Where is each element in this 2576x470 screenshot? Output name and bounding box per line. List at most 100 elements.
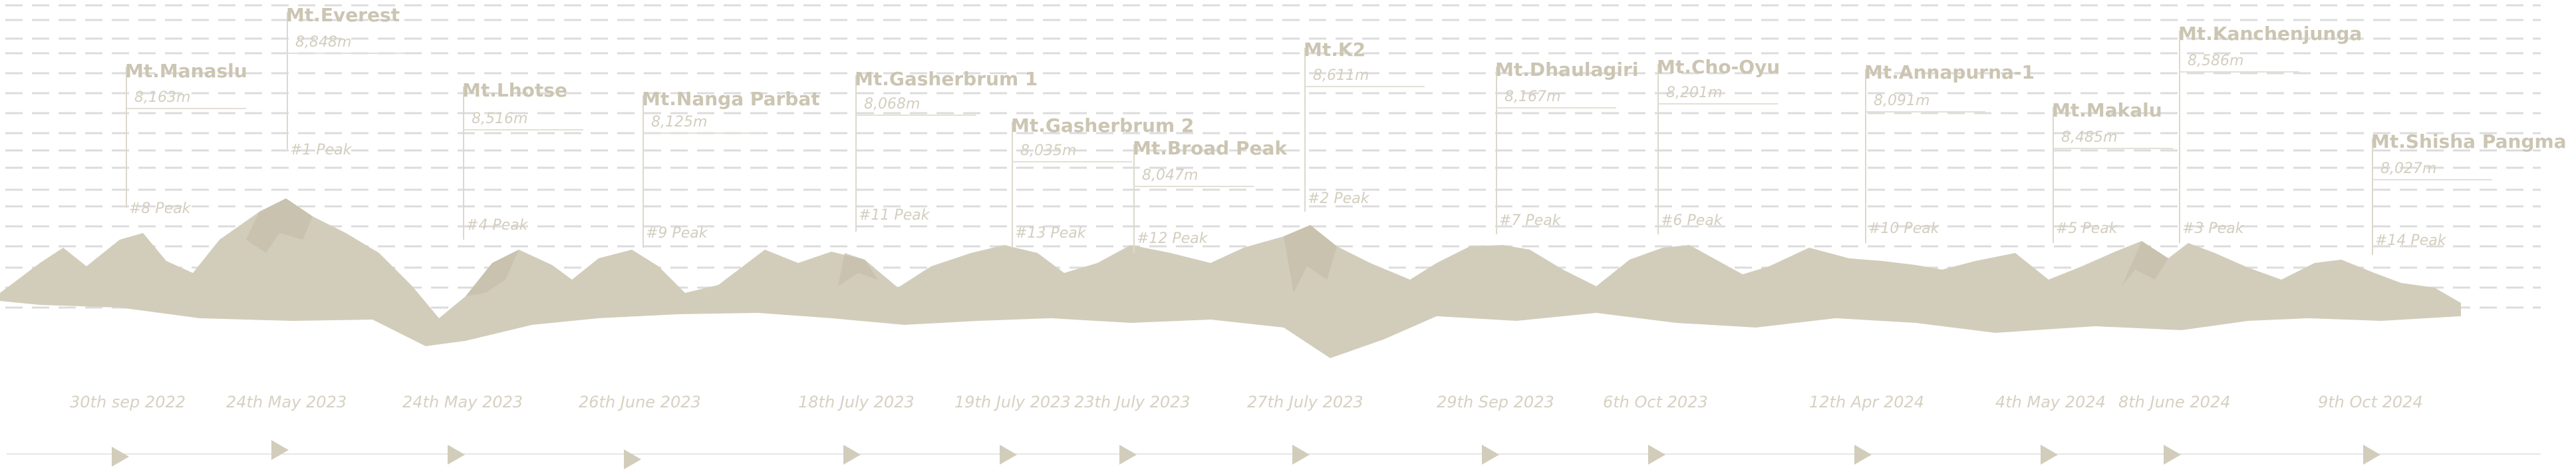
summit-height: 8,125m [651, 114, 707, 130]
summit-rank: #5 Peak [2056, 220, 2118, 237]
summit-label-6: Mt.Gasherbrum 2 8,035m #13 Peak [1011, 115, 1194, 248]
timeline-entry-2: 24th May 2023 [226, 393, 347, 460]
timeline-entry-8: 27th July 2023 [1247, 393, 1363, 465]
summit-rank: #8 Peak [129, 200, 192, 217]
summit-name: Mt.Gasherbrum 2 [1011, 115, 1194, 136]
summit-height: 8,091m [1874, 93, 1930, 109]
summit-rank: #4 Peak [466, 217, 529, 234]
mountain-range-silhouette [0, 198, 2461, 358]
summit-label-2: Mt.Everest 8,848m #1 Peak [286, 4, 407, 158]
summit-date: 23th July 2023 [1074, 393, 1191, 411]
timeline-marker-icon [1292, 445, 1310, 465]
summit-name: Mt.Kanchenjunga [2178, 23, 2362, 45]
timeline-entry-4: 26th June 2023 [579, 393, 701, 469]
summit-date: 18th July 2023 [798, 393, 915, 411]
summit-height: 8,068m [864, 96, 920, 113]
summit-date: 26th June 2023 [579, 393, 701, 411]
timeline-entry-7: 23th July 2023 [1074, 393, 1191, 465]
summit-name: Mt.Nanga Parbat [642, 88, 820, 110]
summit-rank: #3 Peak [2182, 220, 2245, 237]
mountain-range [0, 198, 2461, 358]
summit-height: 8,611m [1313, 67, 1369, 84]
timeline-marker-icon [1648, 445, 1665, 465]
timeline-entry-3: 24th May 2023 [402, 393, 523, 465]
timeline-marker-icon [1000, 445, 1017, 465]
summit-date: 24th May 2023 [402, 393, 523, 411]
summit-label-1: Mt.Manaslu 8,163m #8 Peak [125, 60, 247, 217]
summit-rank: #1 Peak [290, 142, 353, 158]
summit-label-7: Mt.Broad Peak 8,047m #12 Peak [1133, 137, 1288, 253]
timeline-entry-11: 12th Apr 2024 [1809, 393, 1924, 465]
ridge-shade-2 [2122, 241, 2168, 286]
summit-rank: #7 Peak [1499, 212, 1562, 229]
summit-rank: #11 Peak [859, 207, 930, 224]
timeline-entry-1: 30th sep 2022 [70, 393, 186, 467]
summit-label-3: Mt.Lhotse 8,516m #4 Peak [462, 79, 583, 240]
timeline-entry-9: 29th Sep 2023 [1437, 393, 1554, 465]
timeline-entry-10: 6th Oct 2023 [1603, 393, 1708, 465]
timeline-marker-icon [624, 449, 641, 469]
timeline-entry-5: 18th July 2023 [798, 393, 915, 465]
timeline-marker-icon [271, 440, 289, 460]
summit-height: 8,047m [1142, 167, 1198, 184]
timeline-marker-icon [1119, 445, 1137, 465]
timeline-marker-icon [843, 445, 861, 465]
timeline-entry-6: 19th July 2023 [954, 393, 1071, 465]
summit-name: Mt.Lhotse [462, 79, 567, 101]
summit-name: Mt.Manaslu [125, 60, 247, 82]
timeline-entry-12: 4th May 2024 [1995, 393, 2106, 465]
summit-date: 19th July 2023 [954, 393, 1071, 411]
summit-rank: #12 Peak [1137, 230, 1209, 247]
timeline-marker-icon [112, 447, 129, 467]
timeline-axis: 30th sep 2022 24th May 2023 24th May 2023 2… [7, 393, 2541, 469]
summit-labels: Mt.Manaslu 8,163m #8 Peak Mt.Everest 8,848m #… [125, 4, 2567, 255]
summit-height: 8,485m [2061, 129, 2117, 146]
timeline-marker-icon [448, 445, 465, 465]
summit-name: Mt.Annapurna-1 [1864, 61, 2035, 83]
summit-date: 6th Oct 2023 [1603, 393, 1708, 411]
summit-height: 8,848m [295, 34, 351, 51]
summit-name: Mt.Shisha Pangma [2371, 130, 2567, 152]
summit-date: 8th June 2024 [2118, 393, 2231, 411]
summit-name: Mt.Dhaulagiri [1495, 59, 1638, 81]
summit-date: 30th sep 2022 [70, 393, 186, 411]
timeline-entry-13: 8th June 2024 [2118, 393, 2231, 465]
summit-rank: #14 Peak [2375, 232, 2447, 249]
timeline-marker-icon [2363, 445, 2380, 465]
summit-name: Mt.Everest [286, 4, 400, 26]
summit-height: 8,163m [134, 89, 190, 106]
summit-height: 8,035m [1020, 142, 1076, 159]
summit-label-12: Mt.Makalu 8,485m #5 Peak [2052, 99, 2173, 243]
summit-date: 12th Apr 2024 [1809, 393, 1924, 411]
timeline-marker-icon [2041, 445, 2058, 465]
summit-height: 8,167m [1504, 89, 1560, 105]
summit-name: Mt.Makalu [2052, 99, 2162, 121]
summit-name: Mt.K2 [1304, 39, 1365, 61]
summit-height: 8,586m [2188, 53, 2243, 69]
timeline-marker-icon [1482, 445, 1499, 465]
summit-label-4: Mt.Nanga Parbat 8,125m #9 Peak [642, 88, 820, 248]
summit-date: 29th Sep 2023 [1437, 393, 1554, 411]
ridge-shade-1 [1284, 225, 1337, 293]
summit-height: 8,027m [2380, 160, 2436, 177]
summit-name: Mt.Cho-Oyu [1657, 56, 1780, 78]
summit-rank: #2 Peak [1308, 190, 1370, 207]
summit-label-14: Mt.Shisha Pangma 8,027m #14 Peak [2371, 130, 2567, 255]
summit-date: 27th July 2023 [1247, 393, 1363, 411]
summit-label-8: Mt.K2 8,611m #2 Peak [1304, 39, 1425, 212]
summit-label-11: Mt.Annapurna-1 8,091m #10 Peak [1864, 61, 2035, 243]
summit-rank: #9 Peak [646, 225, 708, 242]
summit-name: Mt.Broad Peak [1133, 137, 1288, 159]
summit-rank: #13 Peak [1015, 225, 1087, 242]
summit-height: 8,201m [1666, 85, 1722, 101]
ridge-shade-0 [246, 198, 313, 253]
summit-label-5: Mt.Gasherbrum 1 8,068m #11 Peak [855, 68, 1038, 232]
summit-name: Mt.Gasherbrum 1 [855, 68, 1038, 90]
summit-label-9: Mt.Dhaulagiri 8,167m #7 Peak [1495, 59, 1638, 234]
timeline-entry-14: 9th Oct 2024 [2318, 393, 2423, 465]
summit-date: 24th May 2023 [226, 393, 347, 411]
timeline-marker-icon [2164, 445, 2181, 465]
summit-label-13: Mt.Kanchenjunga 8,586m #3 Peak [2178, 23, 2362, 243]
